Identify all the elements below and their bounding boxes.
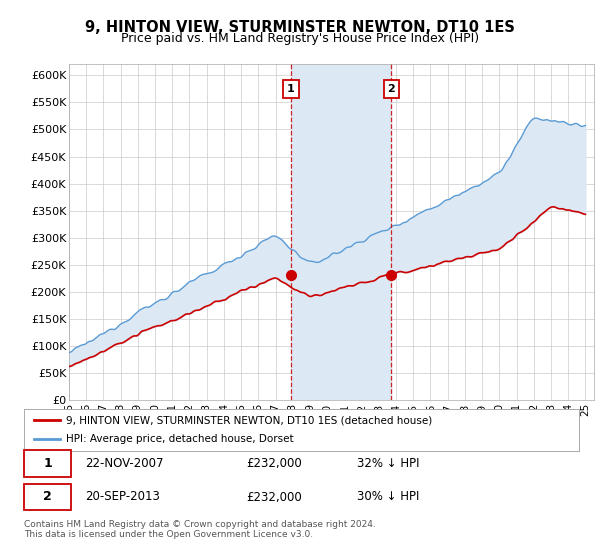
Text: Contains HM Land Registry data © Crown copyright and database right 2024.
This d: Contains HM Land Registry data © Crown c… bbox=[24, 520, 376, 539]
Text: 9, HINTON VIEW, STURMINSTER NEWTON, DT10 1ES (detached house): 9, HINTON VIEW, STURMINSTER NEWTON, DT10… bbox=[65, 415, 432, 425]
Text: 2: 2 bbox=[388, 84, 395, 94]
FancyBboxPatch shape bbox=[24, 450, 71, 477]
Text: £232,000: £232,000 bbox=[246, 457, 302, 470]
Text: HPI: Average price, detached house, Dorset: HPI: Average price, detached house, Dors… bbox=[65, 435, 293, 445]
Bar bbox=[291, 64, 391, 400]
Text: 30% ↓ HPI: 30% ↓ HPI bbox=[357, 491, 419, 503]
Text: 2: 2 bbox=[43, 491, 52, 503]
Text: 1: 1 bbox=[43, 457, 52, 470]
Text: 1: 1 bbox=[287, 84, 295, 94]
Text: Price paid vs. HM Land Registry's House Price Index (HPI): Price paid vs. HM Land Registry's House … bbox=[121, 32, 479, 45]
Text: 22-NOV-2007: 22-NOV-2007 bbox=[85, 457, 164, 470]
Text: 20-SEP-2013: 20-SEP-2013 bbox=[85, 491, 160, 503]
Text: 9, HINTON VIEW, STURMINSTER NEWTON, DT10 1ES: 9, HINTON VIEW, STURMINSTER NEWTON, DT10… bbox=[85, 20, 515, 35]
FancyBboxPatch shape bbox=[24, 484, 71, 510]
Text: £232,000: £232,000 bbox=[246, 491, 302, 503]
Text: 32% ↓ HPI: 32% ↓ HPI bbox=[357, 457, 419, 470]
